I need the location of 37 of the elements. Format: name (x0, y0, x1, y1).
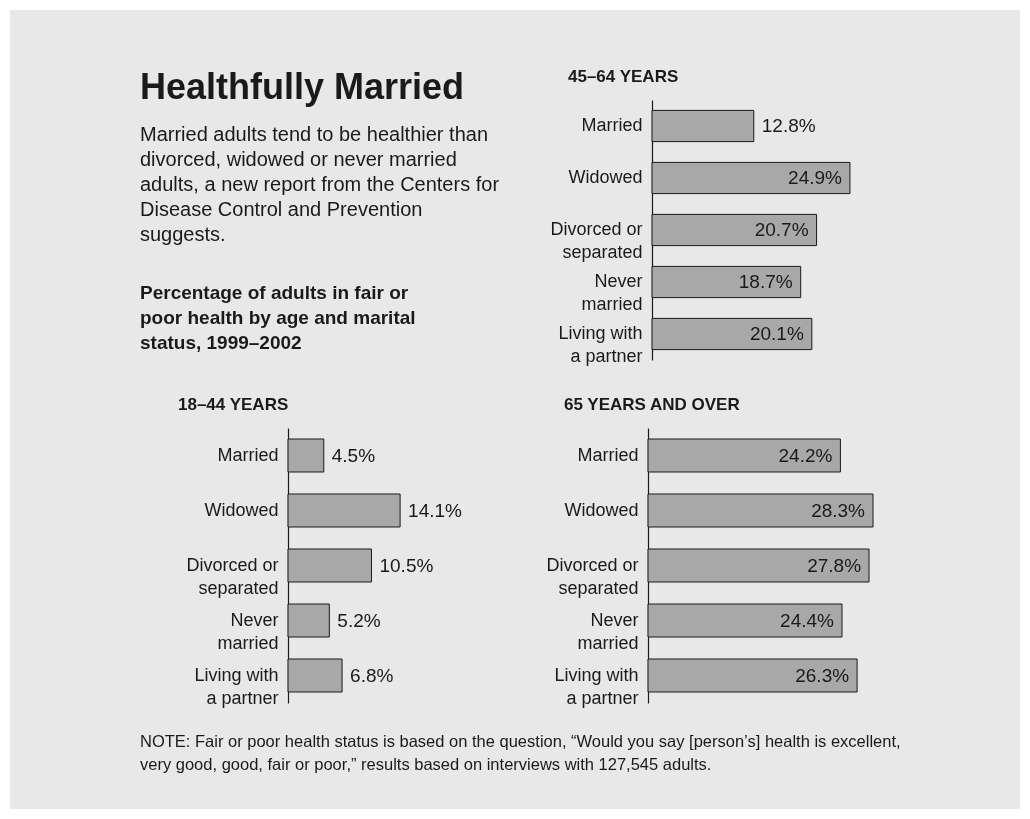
y-tick-label: Living with a partner (558, 323, 643, 366)
y-tick-label: Widowed (568, 167, 643, 187)
chart-title: 65 YEARS AND OVER (564, 395, 740, 414)
y-tick-label: Widowed (564, 499, 639, 520)
data-label: 20.7% (754, 219, 809, 240)
data-label: 10.5% (379, 554, 434, 576)
y-tick-label: Never married (577, 609, 639, 653)
y-tick-label: Divorced or separated (546, 554, 639, 598)
data-label: 24.9% (788, 167, 843, 188)
chart-title: 45–64 YEARS (568, 67, 679, 86)
text: Healthfully Married (140, 66, 465, 108)
y-tick-label: Married (217, 444, 279, 465)
text: Married adults tend to be healthier than divorced, widowed or never married adults, a new report from the Centers for Disease Control and Prevention suggests. (140, 122, 500, 247)
y-tick-label: Widowed (204, 499, 279, 520)
y-tick-label: Living with a partner (194, 664, 279, 708)
text: Percentage of adults in fair or poor health by age and marital status, 1999–2002 (140, 281, 417, 355)
y-tick-label: Divorced or separated (550, 219, 643, 262)
data-label: 5.2% (337, 609, 381, 631)
chart-title: 18–44 YEARS (178, 395, 289, 414)
data-label: 27.8% (807, 554, 862, 576)
y-tick-label: Never married (217, 609, 279, 653)
data-label: 4.5% (331, 444, 376, 466)
text: NOTE: Fair or poor health status is based on the question, “Would you say [person’s] health is excellent, very good, good, fair or poor,” results based on interviews with 127,545 adults. (140, 731, 902, 775)
data-label: 6.8% (350, 664, 394, 686)
y-tick-label: Married (581, 115, 643, 135)
data-label: 18.7% (738, 271, 793, 292)
data-label: 24.4% (780, 609, 835, 631)
y-tick-label: Married (577, 444, 639, 465)
data-label: 12.8% (761, 115, 816, 136)
y-tick-label: Never married (581, 271, 643, 314)
data-label: 24.2% (778, 444, 833, 466)
y-tick-label: Divorced or separated (186, 554, 279, 598)
y-tick-label: Living with a partner (554, 664, 639, 708)
data-label: 20.1% (749, 323, 804, 344)
data-label: 14.1% (408, 499, 463, 521)
data-label: 26.3% (795, 664, 850, 686)
data-label: 28.3% (811, 499, 866, 521)
